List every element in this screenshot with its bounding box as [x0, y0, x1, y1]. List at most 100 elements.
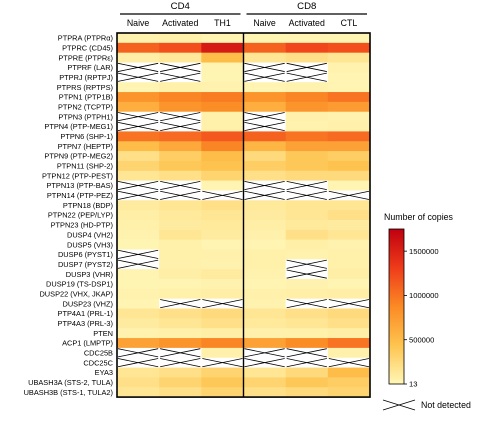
heatmap-cell — [201, 269, 244, 280]
heatmap-cell — [285, 288, 329, 300]
heatmap-cell — [117, 219, 160, 231]
not-detected-cross — [202, 190, 243, 200]
heatmap-cell — [243, 160, 287, 172]
not-detected-cross — [286, 358, 327, 368]
heatmap-cell — [159, 92, 202, 103]
not-detected-cross — [117, 358, 159, 368]
heatmap-cell — [327, 347, 371, 359]
heatmap-cell — [285, 219, 329, 231]
not-detected-cross — [117, 72, 159, 82]
not-detected-cross — [244, 112, 285, 122]
row-label: PTPN11 (SHP-2) — [57, 162, 113, 171]
heatmap-cell — [285, 160, 329, 172]
heatmap-cell — [201, 72, 244, 83]
heatmap-cell — [243, 229, 287, 241]
not-detected-cross — [286, 181, 327, 191]
heatmap-cell — [327, 151, 371, 162]
heatmap-cell — [201, 92, 244, 103]
heatmap-cell — [117, 279, 160, 290]
heatmap-cell — [327, 92, 371, 103]
not-detected-cross — [117, 62, 159, 72]
not-detected-cross — [117, 181, 159, 191]
heatmap-cell — [159, 239, 202, 250]
heatmap-cell — [201, 338, 244, 349]
heatmap-cell — [327, 72, 371, 83]
heatmap-cell — [243, 249, 287, 260]
heatmap-cell — [285, 141, 329, 152]
heatmap-cell — [327, 377, 371, 388]
heatmap-cell — [201, 160, 244, 172]
heatmap-cell — [285, 33, 329, 44]
row-label: PTPN23 (HD-PTP) — [51, 221, 113, 230]
heatmap-cell — [159, 259, 202, 270]
heatmap-cell — [327, 52, 371, 63]
heatmap-cell — [201, 180, 244, 191]
group-label: CD8 — [297, 1, 316, 12]
row-label: DUSP5 (VH3) — [67, 240, 113, 249]
not-detected-cross — [244, 121, 285, 131]
heatmap-cell — [159, 308, 202, 319]
row-label: PTEN — [93, 329, 113, 338]
row-label: PTPN2 (TCPTP) — [58, 103, 113, 112]
heatmap-cell — [201, 239, 244, 250]
heatmap-cell — [201, 121, 244, 132]
heatmap-cell — [201, 210, 244, 221]
heatmap-cell — [159, 367, 202, 378]
not-detected-label: Not detected — [421, 400, 471, 410]
heatmap-cell — [327, 33, 371, 44]
heatmap-cell — [117, 92, 160, 103]
heatmap-cell — [327, 170, 371, 181]
column-label: CTL — [341, 18, 358, 28]
row-label: PTP4A3 (PRL-3) — [58, 319, 113, 328]
heatmap-cell — [285, 170, 329, 181]
heatmap-cell — [117, 269, 160, 280]
heatmap-cell — [159, 42, 202, 54]
heatmap-frame — [116, 32, 371, 398]
not-detected-cross — [117, 190, 159, 200]
heatmap-cell — [159, 249, 202, 260]
legend-tick-label: 1000000 — [409, 291, 439, 300]
row-label: DUSP7 (PYST2) — [58, 260, 113, 269]
heatmap-cell — [117, 131, 160, 142]
heatmap-cell — [117, 239, 160, 250]
legend-tick-label: 1500000 — [409, 247, 439, 256]
heatmap-cell — [327, 131, 371, 142]
heatmap-cell — [159, 170, 202, 181]
heatmap-cell — [243, 42, 287, 54]
heatmap-cell — [201, 229, 244, 241]
heatmap-cell — [117, 210, 160, 221]
heatmap-cell — [159, 219, 202, 231]
heatmap-cell — [117, 288, 160, 300]
heatmap-cell — [159, 33, 202, 44]
row-label: CDC25C — [83, 358, 113, 367]
row-label: PTPRF (LAR) — [67, 63, 113, 72]
not-detected-cross — [328, 299, 370, 309]
heatmap-cell — [117, 170, 160, 181]
heatmap-cell — [201, 141, 244, 152]
not-detected-cross — [244, 348, 285, 358]
not-detected-cross — [160, 112, 201, 122]
not-detected-cross — [286, 259, 327, 269]
heatmap-cell — [159, 210, 202, 221]
heatmap-cell — [201, 52, 244, 63]
heatmap-cell — [159, 288, 202, 300]
not-detected-cross — [244, 62, 285, 72]
row-label: PTPN18 (BDP) — [63, 201, 113, 210]
heatmap-cell — [117, 42, 160, 54]
heatmap-cell — [243, 131, 287, 142]
heatmap-cell — [243, 308, 287, 319]
heatmap-cell — [159, 269, 202, 280]
heatmap-cell — [201, 131, 244, 142]
heatmap-cell — [117, 229, 160, 241]
heatmap-cell — [201, 249, 244, 260]
heatmap-cell — [327, 249, 371, 260]
heatmap-cell — [243, 367, 287, 378]
heatmap-cell — [201, 33, 244, 44]
row-labels: PTPRA (PTPRα)PTPRC (CD45)PTPRE (PTPRε)PT… — [24, 34, 114, 397]
heatmap-cell — [327, 219, 371, 231]
heatmap-cell — [243, 170, 287, 181]
row-label: DUSP3 (VHR) — [66, 270, 113, 279]
heatmap-cell — [285, 229, 329, 241]
heatmap-cell — [327, 239, 371, 250]
